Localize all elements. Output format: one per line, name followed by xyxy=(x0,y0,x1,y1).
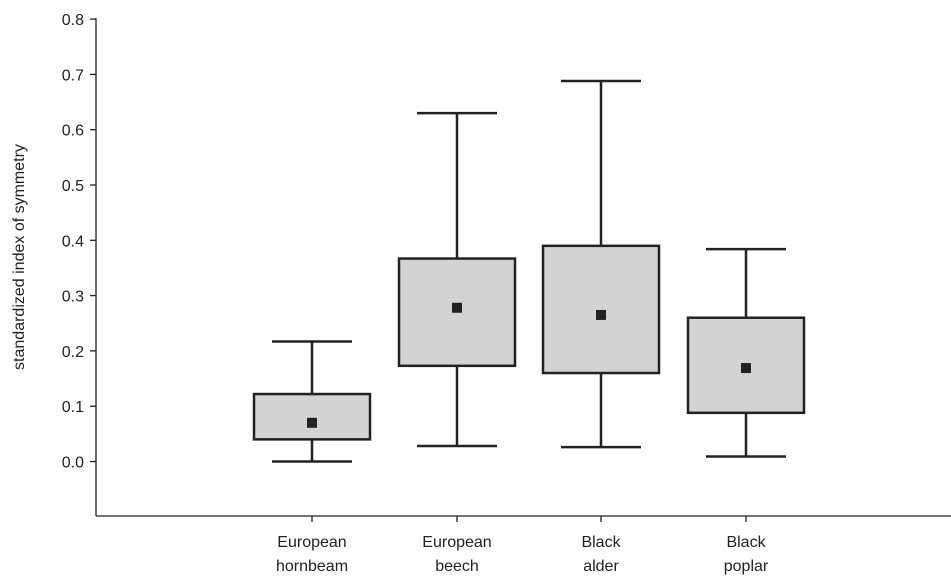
y-tick-label: 0.8 xyxy=(62,12,84,29)
x-category-label-line1: Black xyxy=(581,534,621,551)
iqr-box xyxy=(541,244,661,375)
y-tick-label: 0.3 xyxy=(62,289,84,306)
box-group xyxy=(397,111,517,448)
y-tick-label: 0.1 xyxy=(62,399,84,416)
y-tick-label: 0.5 xyxy=(62,178,84,195)
axes xyxy=(95,18,951,517)
boxes xyxy=(252,79,806,463)
x-category-label-line2: poplar xyxy=(724,558,769,575)
y-tick-label: 0.6 xyxy=(62,123,84,140)
y-tick-label: 0.4 xyxy=(62,233,84,250)
x-category-labels: European hornbeam European beech Black alder B… xyxy=(276,516,769,575)
median-marker xyxy=(741,363,751,374)
median-marker xyxy=(307,417,317,428)
x-category-label-line2: hornbeam xyxy=(276,558,348,575)
x-category-label-line1: Black xyxy=(726,534,766,551)
y-tick-label: 0.7 xyxy=(62,67,84,84)
x-category-label-line2: beech xyxy=(435,558,479,575)
box-group xyxy=(252,340,372,463)
x-category-label-line2: alder xyxy=(583,558,619,575)
box-group xyxy=(686,247,806,458)
x-category-label-line1: European xyxy=(277,534,346,551)
y-axis-title: standardized index of symmetry xyxy=(11,144,28,370)
x-category-label-line1: European xyxy=(422,534,491,551)
iqr-box xyxy=(252,392,372,441)
y-tick-label: 0.0 xyxy=(62,455,84,472)
median-marker xyxy=(596,309,606,320)
median-marker xyxy=(452,302,462,313)
box-group xyxy=(541,79,661,449)
y-tick-label: 0.2 xyxy=(62,344,84,361)
y-ticks: 0.0 0.1 0.2 0.3 0.4 0.5 0.6 0.7 0.8 xyxy=(62,12,96,472)
